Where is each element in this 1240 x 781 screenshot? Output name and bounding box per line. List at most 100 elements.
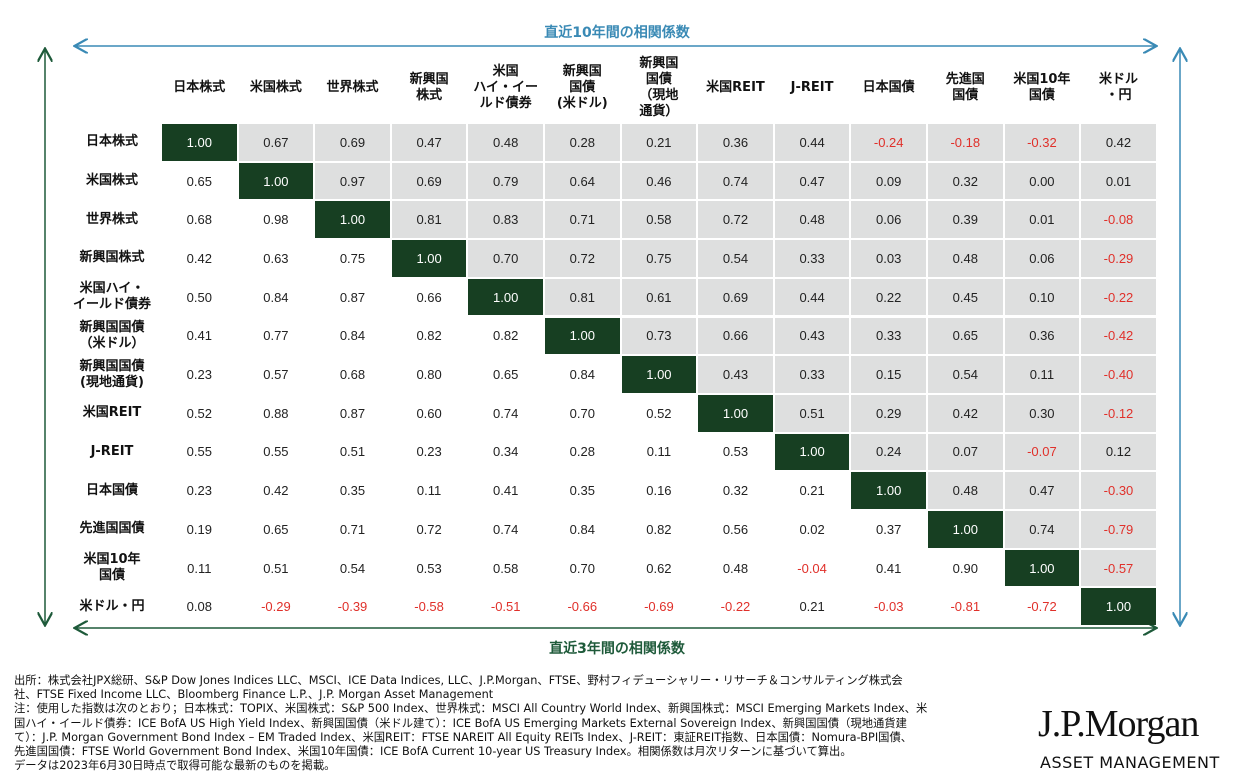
cell: 0.74	[1004, 511, 1080, 548]
cell: 0.63	[238, 240, 314, 277]
cell: -0.58	[391, 588, 467, 626]
cell: 0.74	[468, 511, 543, 548]
cell: 0.35	[315, 472, 390, 509]
diagonal-cell: 1.00	[162, 124, 237, 161]
column-header: 新興国 国債 （現地 通貨）	[622, 55, 697, 121]
cell: 0.82	[621, 511, 697, 548]
header-line: （現地	[639, 88, 679, 103]
header-line: 米国株式	[85, 173, 138, 189]
cell: 0.42	[162, 240, 237, 277]
cell: 0.84	[545, 511, 620, 548]
cell: -0.24	[851, 124, 926, 161]
footnote-line: データは2023年6月30日時点で取得可能な最新のものを掲載。	[14, 759, 336, 773]
cell: 0.82	[391, 317, 467, 355]
cell: 0.33	[851, 317, 926, 355]
cell: 0.48	[928, 472, 1003, 509]
cell: 0.02	[774, 511, 850, 548]
cell: 0.97	[315, 162, 390, 200]
header-line: ルド債券	[479, 96, 532, 111]
cell: 0.23	[162, 356, 237, 393]
cell: 0.69	[698, 278, 773, 316]
cell: 0.84	[315, 317, 390, 355]
header-line: 新興国国債	[79, 358, 145, 374]
cell: 0.88	[238, 394, 314, 432]
column-header: 新興国 国債 (米ドル)	[545, 55, 620, 121]
cell: 0.06	[851, 201, 926, 239]
diagonal-cell: 1.00	[698, 394, 773, 432]
cell: 0.74	[698, 162, 773, 200]
cell: -0.12	[1081, 394, 1156, 432]
cell: 0.29	[851, 394, 926, 432]
diagonal-cell: 1.00	[851, 472, 926, 509]
header-line: (現地通貨)	[80, 374, 144, 390]
cell: 0.68	[315, 356, 390, 393]
row-header: 新興国株式	[64, 240, 160, 277]
cell: -0.04	[774, 549, 850, 587]
cell: 0.71	[545, 201, 620, 239]
cell: 0.47	[391, 124, 467, 161]
header-line: 新興国	[639, 56, 679, 71]
cell: 0.21	[774, 472, 850, 509]
cell: 0.74	[468, 394, 543, 432]
header-line: 日本国債	[862, 80, 915, 95]
header-line: 米国株式	[249, 80, 302, 95]
diagonal-cell: 1.00	[468, 278, 543, 316]
row-header: 新興国国債 (現地通貨)	[64, 356, 160, 393]
cell: 0.35	[545, 472, 620, 509]
cell: -0.08	[1081, 201, 1156, 239]
cell: 0.21	[774, 588, 850, 626]
cell: 0.47	[774, 162, 850, 200]
cell: 0.37	[851, 511, 926, 548]
cell: 0.11	[391, 472, 467, 509]
cell: 0.11	[621, 433, 697, 471]
cell: -0.39	[315, 588, 390, 626]
cell: 0.66	[698, 317, 773, 355]
cell: 0.90	[928, 549, 1003, 587]
header-line: 新興国国債	[79, 319, 145, 335]
cell: 0.65	[238, 511, 314, 548]
cell: -0.57	[1081, 549, 1156, 587]
diagonal-cell: 1.00	[928, 511, 1003, 548]
cell: 0.68	[162, 201, 237, 239]
cell: -0.72	[1004, 588, 1080, 626]
cell: -0.40	[1081, 356, 1156, 393]
column-header: 日本株式	[162, 55, 237, 121]
header-line: ・円	[1105, 88, 1132, 103]
bottom-label: 直近3年間の相関係数	[549, 641, 685, 657]
header-line: 米国REIT	[82, 405, 142, 421]
cell: 0.48	[698, 549, 773, 587]
cell: 0.07	[928, 433, 1003, 471]
cell: 0.44	[774, 124, 850, 161]
header-line: （米ドル）	[79, 335, 145, 351]
column-header: 日本国債	[851, 55, 926, 121]
header-line: 世界株式	[85, 211, 138, 227]
cell: -0.32	[1004, 124, 1080, 161]
cell: 0.98	[238, 201, 314, 239]
cell: 0.55	[162, 433, 237, 471]
cell: 0.81	[391, 201, 467, 239]
cell: 0.61	[621, 278, 697, 316]
cell: 0.06	[1004, 240, 1080, 277]
cell: 0.42	[928, 394, 1003, 432]
cell: 0.65	[162, 162, 237, 200]
header-line: 新興国	[562, 64, 602, 79]
header-line: 先進国	[945, 72, 985, 87]
cell: -0.03	[851, 588, 926, 626]
cell: 0.10	[1004, 278, 1080, 316]
cell: 0.73	[621, 317, 697, 355]
diagonal-cell: 1.00	[1004, 549, 1080, 587]
column-header: 米国10年 国債	[1005, 55, 1080, 121]
footnote-line: 注：使用した指数は次のとおり；日本株式：TOPIX、米国株式：S&P 500 I…	[14, 702, 928, 716]
row-header: 日本国債	[64, 472, 160, 509]
row-header: 米国REIT	[64, 395, 160, 432]
cell: -0.69	[621, 588, 697, 626]
header-line: J-REIT	[790, 80, 834, 95]
footnote-line: 社、FTSE Fixed Income LLC、Bloomberg Financ…	[14, 688, 494, 702]
cell: 0.52	[162, 394, 237, 432]
column-header: 新興国 株式	[392, 55, 467, 121]
header-line: 日本株式	[85, 134, 138, 150]
cell: 0.58	[621, 201, 697, 239]
cell: 0.69	[315, 124, 390, 161]
cell: 0.39	[928, 201, 1003, 239]
cell: 0.77	[238, 317, 314, 355]
